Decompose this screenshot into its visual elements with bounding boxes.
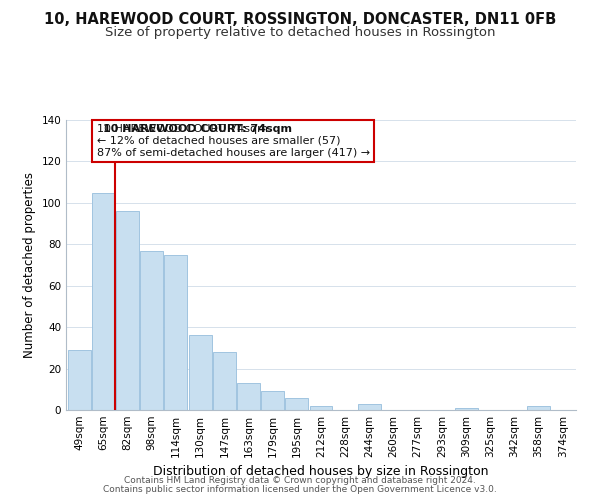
Text: 10 HAREWOOD COURT: 74sqm
← 12% of detached houses are smaller (57)
87% of semi-d: 10 HAREWOOD COURT: 74sqm ← 12% of detach… (97, 124, 370, 158)
Text: 10, HAREWOOD COURT, ROSSINGTON, DONCASTER, DN11 0FB: 10, HAREWOOD COURT, ROSSINGTON, DONCASTE… (44, 12, 556, 28)
Bar (188, 336, 212, 410)
Bar (286, 398, 308, 410)
Bar (237, 383, 260, 410)
Text: Size of property relative to detached houses in Rossington: Size of property relative to detached ho… (105, 26, 495, 39)
Text: Contains HM Land Registry data © Crown copyright and database right 2024.: Contains HM Land Registry data © Crown c… (124, 476, 476, 485)
X-axis label: Distribution of detached houses by size in Rossington: Distribution of detached houses by size … (153, 466, 489, 478)
Y-axis label: Number of detached properties: Number of detached properties (23, 172, 36, 358)
Bar (213, 352, 236, 410)
Text: Contains public sector information licensed under the Open Government Licence v3: Contains public sector information licen… (103, 485, 497, 494)
Bar (92, 192, 115, 410)
Bar (164, 254, 187, 410)
Text: 10 HAREWOOD COURT: 74sqm: 10 HAREWOOD COURT: 74sqm (103, 124, 292, 134)
Bar (310, 406, 332, 410)
Bar (116, 211, 139, 410)
Bar (261, 392, 284, 410)
Bar (527, 406, 550, 410)
Bar (68, 350, 91, 410)
Bar (455, 408, 478, 410)
Bar (140, 250, 163, 410)
Bar (358, 404, 381, 410)
